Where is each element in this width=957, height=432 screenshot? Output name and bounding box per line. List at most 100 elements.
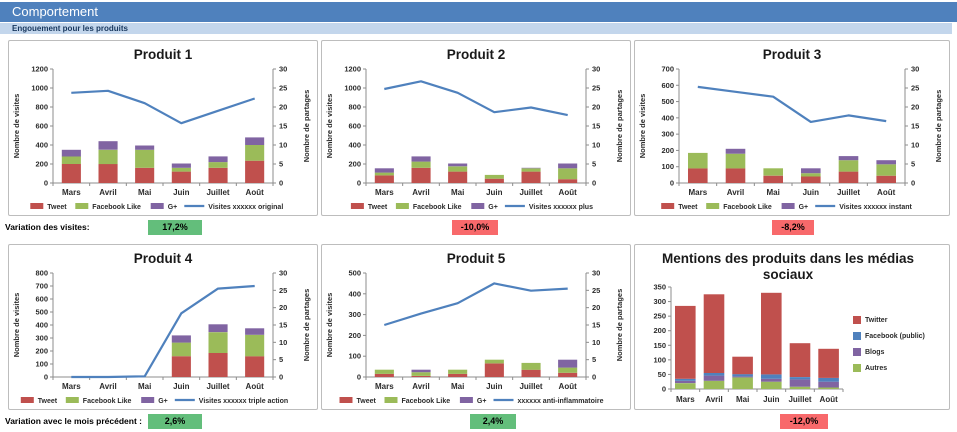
- svg-text:30: 30: [592, 65, 600, 74]
- svg-text:Tweet: Tweet: [47, 204, 67, 211]
- chart-panel-mentions-medias-sociaux[interactable]: Mentions des produits dans les médias soc…: [634, 244, 950, 410]
- svg-text:Juin: Juin: [173, 188, 190, 197]
- svg-text:Juillet: Juillet: [519, 382, 542, 391]
- mentions-chart-canvas: Mentions des produits dans les médiassoc…: [653, 251, 925, 404]
- svg-text:Avril: Avril: [99, 188, 117, 197]
- svg-text:800: 800: [348, 103, 361, 112]
- svg-text:0: 0: [279, 373, 283, 382]
- svg-text:10: 10: [592, 141, 600, 150]
- svg-text:10: 10: [911, 141, 919, 150]
- svg-text:30: 30: [279, 65, 287, 74]
- variation-mois-label: Variation avec le mois précédent :: [5, 416, 143, 426]
- svg-text:Nombre de visites: Nombre de visites: [325, 293, 334, 358]
- svg-text:300: 300: [661, 130, 674, 139]
- svg-text:25: 25: [592, 286, 600, 295]
- svg-text:200: 200: [653, 326, 666, 335]
- svg-text:600: 600: [348, 122, 361, 131]
- svg-text:Facebook Like: Facebook Like: [413, 204, 462, 211]
- chart-panel-produit-4[interactable]: Produit 4 0 100 200 300 400 500 600 700 800 0 5 10 15…: [8, 244, 318, 410]
- svg-text:Autres: Autres: [865, 365, 887, 372]
- svg-text:Nombre de partages: Nombre de partages: [615, 289, 624, 362]
- svg-text:200: 200: [348, 160, 361, 169]
- svg-text:G+: G+: [168, 204, 178, 211]
- svg-text:Nombre de visites: Nombre de visites: [12, 293, 21, 358]
- svg-text:350: 350: [653, 283, 666, 292]
- svg-text:Avril: Avril: [99, 382, 117, 391]
- produit-chart-canvas: Produit 5 0 100 200 300 400 500 0 5 10 15 20 25 30 Mar…: [325, 251, 624, 405]
- svg-text:Avril: Avril: [412, 188, 430, 197]
- svg-text:Tweet: Tweet: [678, 204, 698, 211]
- page-title: Comportement: [12, 4, 98, 19]
- svg-text:0: 0: [357, 179, 361, 188]
- svg-text:0: 0: [357, 373, 361, 382]
- svg-text:600: 600: [661, 81, 674, 90]
- svg-text:5: 5: [592, 355, 596, 364]
- chart-panel-produit-5[interactable]: Produit 5 0 100 200 300 400 500 0 5 10 15 20 25 30 Mar…: [321, 244, 631, 410]
- svg-text:Août: Août: [877, 188, 896, 197]
- svg-text:Juillet: Juillet: [837, 188, 860, 197]
- svg-text:400: 400: [35, 141, 48, 150]
- svg-text:800: 800: [35, 269, 48, 278]
- svg-text:Tweet: Tweet: [368, 204, 388, 211]
- app-header-bar: Comportement: [0, 2, 957, 22]
- svg-text:20: 20: [592, 103, 600, 112]
- svg-text:Mars: Mars: [688, 188, 707, 197]
- svg-text:G+: G+: [488, 204, 498, 211]
- svg-text:10: 10: [592, 338, 600, 347]
- svg-text:Mars: Mars: [375, 188, 394, 197]
- svg-text:200: 200: [35, 347, 48, 356]
- chart-panel-produit-3[interactable]: Produit 3 0 100 200 300 400 500 600 700 0 5 10 15 20 2…: [634, 40, 950, 216]
- svg-text:25: 25: [279, 286, 287, 295]
- svg-text:Juillet: Juillet: [206, 382, 229, 391]
- svg-text:Nombre de visites: Nombre de visites: [12, 94, 21, 159]
- svg-text:Blogs: Blogs: [865, 349, 885, 356]
- svg-text:Avril: Avril: [727, 188, 745, 197]
- variation-visites-label: Variation des visites:: [5, 222, 90, 232]
- svg-text:5: 5: [279, 355, 283, 364]
- svg-text:Août: Août: [246, 188, 265, 197]
- svg-text:Nombre de partages: Nombre de partages: [934, 90, 943, 163]
- svg-text:200: 200: [35, 160, 48, 169]
- chart-panel-produit-1[interactable]: Produit 1 0 200 400 600 800 1000 1200 0 5 10 15 20 25…: [8, 40, 318, 216]
- svg-text:20: 20: [279, 103, 287, 112]
- svg-text:Mars: Mars: [62, 188, 81, 197]
- svg-text:500: 500: [35, 308, 48, 317]
- svg-text:100: 100: [661, 162, 674, 171]
- variation-badge-produit-3: -8,2%: [772, 220, 814, 235]
- svg-text:300: 300: [653, 297, 666, 306]
- svg-text:Juin: Juin: [173, 382, 190, 391]
- svg-text:Juin: Juin: [803, 188, 820, 197]
- svg-text:600: 600: [35, 122, 48, 131]
- svg-text:5: 5: [911, 160, 915, 169]
- svg-text:1200: 1200: [31, 65, 48, 74]
- svg-text:700: 700: [35, 282, 48, 291]
- svg-text:Mai: Mai: [451, 382, 464, 391]
- svg-text:0: 0: [670, 179, 674, 188]
- svg-text:0: 0: [911, 179, 915, 188]
- svg-text:Visites xxxxxx plus: Visites xxxxxx plus: [529, 204, 593, 211]
- svg-text:Facebook Like: Facebook Like: [83, 398, 132, 405]
- svg-text:25: 25: [592, 84, 600, 93]
- svg-text:Visites xxxxxx instant: Visites xxxxxx instant: [839, 204, 912, 211]
- svg-text:100: 100: [35, 360, 48, 369]
- svg-text:400: 400: [661, 113, 674, 122]
- produit-chart-canvas: Produit 1 0 200 400 600 800 1000 1200 0 5 10 15 20 25…: [12, 47, 311, 211]
- svg-text:G+: G+: [158, 398, 168, 405]
- svg-text:Facebook (public): Facebook (public): [865, 333, 925, 340]
- svg-text:150: 150: [653, 341, 666, 350]
- svg-text:400: 400: [348, 289, 361, 298]
- variation-badge-mentions: -12,0%: [780, 414, 828, 429]
- svg-text:Juin: Juin: [486, 382, 503, 391]
- svg-text:Nombre de partages: Nombre de partages: [302, 289, 311, 362]
- svg-text:Produit 5: Produit 5: [447, 251, 506, 266]
- svg-text:200: 200: [348, 331, 361, 340]
- svg-text:Twitter: Twitter: [865, 317, 888, 324]
- variation-badge-produit-4: 2,6%: [148, 414, 202, 429]
- svg-text:Tweet: Tweet: [357, 398, 377, 405]
- variation-badge-produit-2: -10,0%: [452, 220, 498, 235]
- svg-text:30: 30: [911, 65, 919, 74]
- svg-text:500: 500: [661, 97, 674, 106]
- svg-text:500: 500: [348, 269, 361, 278]
- chart-panel-produit-2[interactable]: Produit 2 0 200 400 600 800 1000 1200 0 5 10 15 20 25…: [321, 40, 631, 216]
- svg-text:Mai: Mai: [138, 188, 151, 197]
